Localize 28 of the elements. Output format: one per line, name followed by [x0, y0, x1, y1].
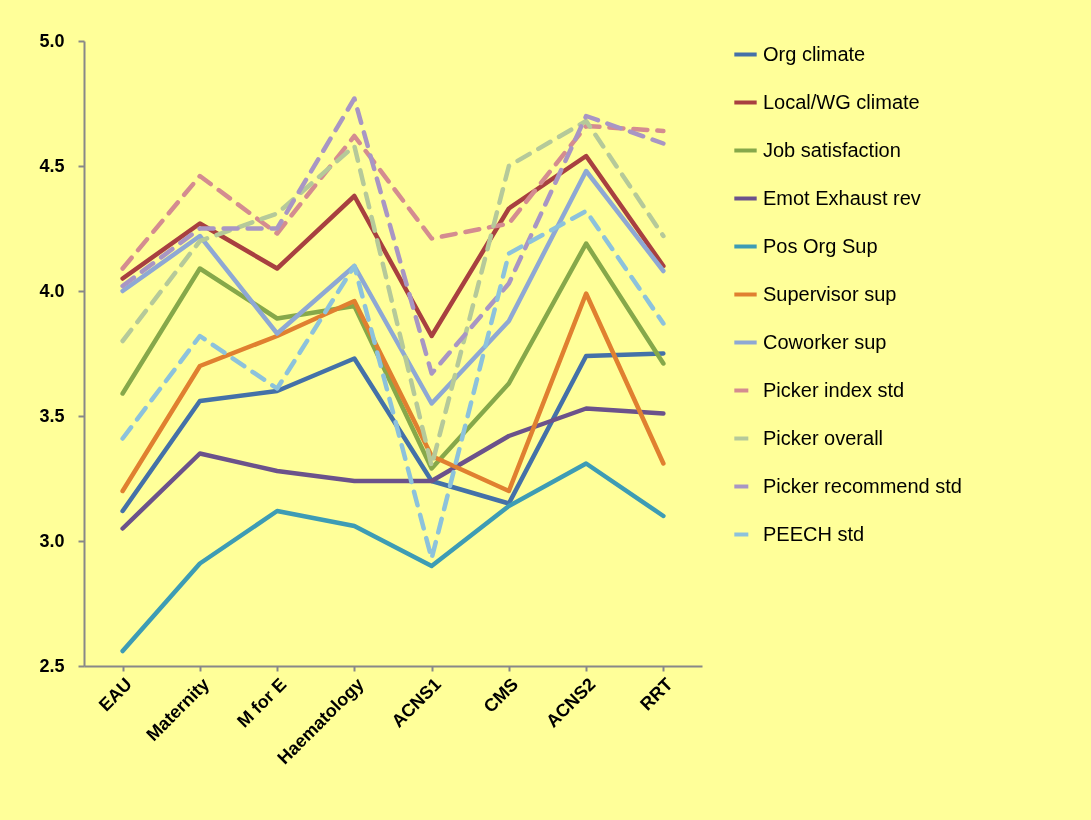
legend-label: Pos Org Sup — [763, 234, 878, 257]
legend-label: Picker index std — [763, 378, 905, 401]
line-series — [120, 241, 666, 471]
line-series — [120, 208, 666, 561]
y-tick-label: 4.5 — [39, 155, 65, 176]
line-series — [120, 291, 666, 494]
line-series — [120, 351, 666, 514]
legend-label: PEECH std — [763, 522, 865, 545]
line-series — [120, 96, 666, 376]
y-tick-label: 4.0 — [39, 280, 65, 301]
legend-label: Supervisor sup — [763, 282, 897, 305]
legend-label: Local/WG climate — [763, 90, 920, 113]
line-series — [120, 123, 666, 271]
line-series — [120, 406, 666, 531]
line-series — [120, 168, 666, 406]
y-tick-label: 3.5 — [39, 405, 65, 426]
legend-label: Picker overall — [763, 426, 884, 449]
legend-label: Emot Exhaust rev — [763, 186, 921, 209]
line-series — [120, 461, 666, 654]
y-tick-label: 5.0 — [39, 30, 65, 51]
line-series — [120, 118, 666, 469]
legend-label: Job satisfaction — [763, 138, 901, 161]
legend-label: Coworker sup — [763, 330, 887, 353]
y-tick-label: 3.0 — [39, 530, 65, 551]
line-series — [120, 153, 666, 339]
y-tick-label: 2.5 — [39, 655, 65, 676]
legend-label: Org climate — [763, 42, 866, 65]
legend-label: Picker recommend std — [763, 474, 962, 497]
